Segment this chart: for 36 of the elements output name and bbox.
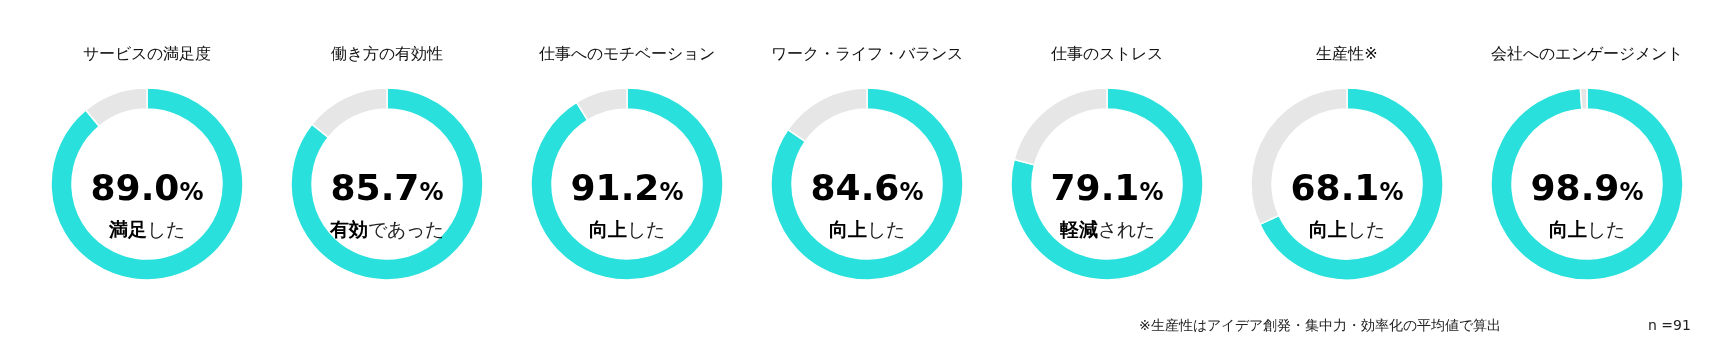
text: 有効 — [329, 218, 368, 240]
chart-title: ワーク・ライフ・バランス — [771, 44, 963, 63]
text: n =91 — [1648, 317, 1691, 333]
data-label: 89.0% — [90, 167, 204, 208]
data-label: 98.9% — [1530, 167, 1644, 208]
chart-title: 働き方の有効性 — [331, 44, 443, 63]
donut-slice — [1010, 87, 1204, 281]
donut-slice — [770, 87, 964, 281]
text: 向上 — [1309, 218, 1347, 240]
text: 向上 — [1549, 218, 1587, 240]
donut-slice — [50, 87, 244, 281]
data-label: 79.1% — [1050, 167, 1164, 208]
donut-slice — [1490, 87, 1684, 281]
chart-title: サービスの満足度 — [83, 44, 211, 63]
text: であった — [368, 218, 444, 240]
chart-title: 生産性※ — [1316, 44, 1378, 63]
text: 向上 — [829, 218, 867, 240]
text: された — [1097, 218, 1155, 240]
donut-slice — [530, 87, 724, 281]
text: 向上 — [589, 218, 627, 240]
chart-title: 会社へのエンゲージメント — [1491, 44, 1683, 63]
data-label: 84.6% — [810, 167, 924, 208]
data-label: 91.2% — [570, 167, 684, 208]
text: した — [1587, 218, 1625, 240]
chart-title: 仕事へのモチベーション — [538, 44, 715, 63]
text: した — [627, 218, 665, 240]
chart-title: 仕事のストレス — [1050, 44, 1163, 63]
data-label: 85.7% — [330, 167, 444, 208]
text: 満足 — [108, 218, 147, 240]
text: した — [867, 218, 905, 240]
text: した — [1347, 218, 1385, 240]
donut-slice — [290, 87, 484, 281]
text: 軽減 — [1058, 218, 1098, 240]
data-label: 68.1% — [1290, 167, 1404, 208]
text: した — [147, 218, 185, 240]
text: ※生産性はアイデア創発・集中力・効率化の平均値で算出 — [1139, 317, 1501, 333]
